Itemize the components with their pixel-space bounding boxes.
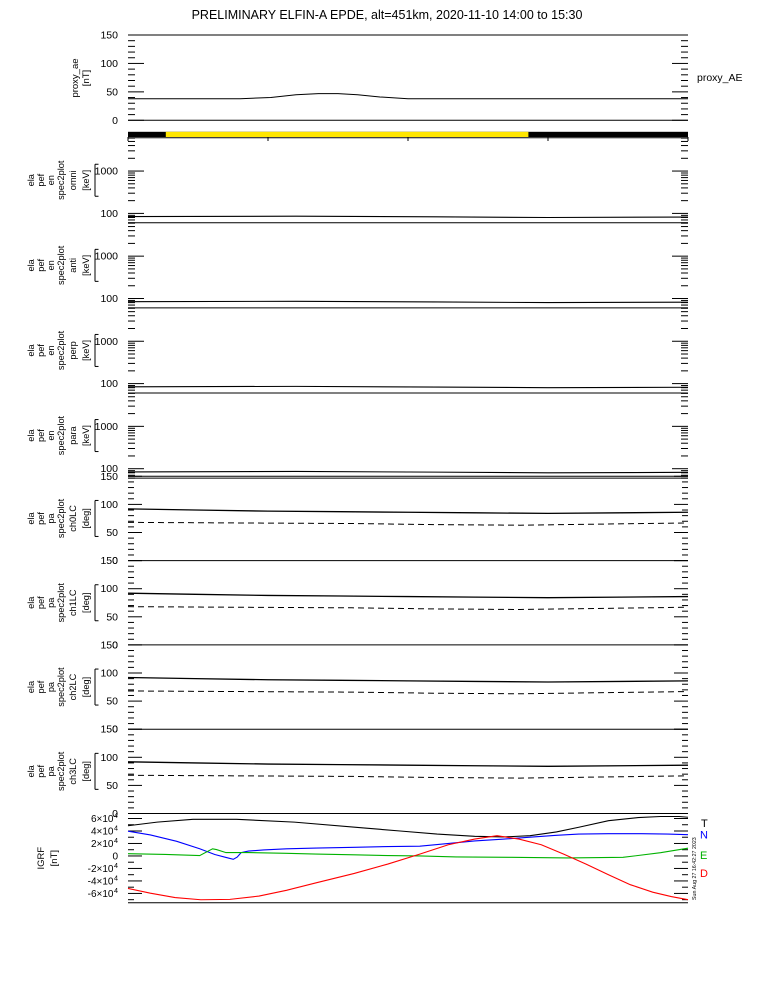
svg-text:[deg]: [deg]: [81, 761, 91, 781]
svg-text:50: 50: [106, 527, 118, 539]
svg-text:1000: 1000: [95, 251, 119, 263]
svg-text:[nT]: [nT]: [81, 70, 92, 86]
svg-text:pa: pa: [46, 765, 56, 776]
svg-text:50: 50: [106, 611, 118, 623]
svg-text:100: 100: [100, 499, 118, 511]
svg-text:pa: pa: [46, 681, 56, 692]
svg-text:100: 100: [100, 208, 118, 220]
svg-text:1000: 1000: [95, 421, 119, 433]
svg-text:en: en: [46, 345, 56, 355]
svg-text:1000: 1000: [95, 336, 119, 348]
svg-text:ch1LC: ch1LC: [68, 589, 78, 616]
svg-text:pef: pef: [36, 344, 46, 357]
svg-text:Sun Aug 27 16:42:27 2023: Sun Aug 27 16:42:27 2023: [692, 837, 698, 900]
svg-text:100: 100: [100, 293, 118, 305]
svg-text:spec2plot: spec2plot: [56, 498, 66, 538]
svg-text:[deg]: [deg]: [81, 593, 91, 613]
svg-text:[keV]: [keV]: [81, 255, 91, 276]
svg-text:ch2LC: ch2LC: [68, 673, 78, 700]
svg-text:100: 100: [100, 752, 118, 764]
svg-text:D: D: [700, 868, 708, 880]
svg-text:omni: omni: [68, 170, 78, 190]
svg-text:[keV]: [keV]: [81, 170, 91, 191]
svg-text:spec2plot: spec2plot: [56, 330, 66, 370]
svg-text:spec2plot: spec2plot: [56, 667, 66, 707]
svg-text:pa: pa: [46, 597, 56, 608]
svg-text:150: 150: [100, 471, 118, 483]
svg-text:ela: ela: [26, 429, 36, 442]
svg-text:ela: ela: [26, 258, 36, 271]
svg-text:[nT]: [nT]: [49, 850, 60, 866]
svg-text:anti: anti: [68, 258, 78, 273]
svg-text:N: N: [700, 830, 708, 842]
svg-text:pef: pef: [36, 765, 46, 778]
svg-text:ela: ela: [26, 343, 36, 356]
svg-text:PRELIMINARY ELFIN-A EPDE, alt=: PRELIMINARY ELFIN-A EPDE, alt=451km, 202…: [192, 8, 583, 22]
svg-text:100: 100: [100, 58, 118, 70]
svg-text:pef: pef: [36, 173, 46, 186]
svg-text:-6×104: -6×104: [88, 886, 118, 900]
svg-text:ela: ela: [26, 511, 36, 524]
svg-text:spec2plot: spec2plot: [56, 751, 66, 791]
svg-text:pa: pa: [46, 512, 56, 523]
svg-text:ela: ela: [26, 764, 36, 777]
svg-text:150: 150: [100, 639, 118, 651]
svg-text:150: 150: [100, 555, 118, 567]
svg-text:50: 50: [106, 780, 118, 792]
svg-text:IGRF: IGRF: [36, 847, 47, 870]
svg-text:T: T: [701, 818, 708, 830]
svg-text:E: E: [700, 850, 707, 862]
svg-text:ela: ela: [26, 596, 36, 609]
svg-text:ela: ela: [26, 680, 36, 693]
svg-text:pef: pef: [36, 512, 46, 525]
svg-text:[keV]: [keV]: [81, 340, 91, 361]
svg-text:en: en: [46, 260, 56, 270]
svg-text:perp: perp: [68, 341, 78, 359]
svg-text:en: en: [46, 430, 56, 440]
svg-text:150: 150: [100, 30, 118, 42]
svg-text:pef: pef: [36, 429, 46, 442]
svg-text:ch3LC: ch3LC: [68, 758, 78, 785]
svg-text:en: en: [46, 175, 56, 185]
svg-text:100: 100: [100, 668, 118, 680]
svg-text:[deg]: [deg]: [81, 677, 91, 697]
svg-text:proxy_ae: proxy_ae: [70, 58, 81, 97]
svg-text:pef: pef: [36, 596, 46, 609]
svg-text:50: 50: [106, 86, 118, 98]
svg-text:pef: pef: [36, 259, 46, 272]
svg-text:para: para: [68, 425, 78, 444]
svg-text:ela: ela: [26, 173, 36, 186]
svg-text:0: 0: [112, 115, 118, 127]
svg-text:ch0LC: ch0LC: [68, 505, 78, 532]
svg-text:1000: 1000: [95, 166, 119, 178]
svg-text:100: 100: [100, 583, 118, 595]
svg-text:spec2plot: spec2plot: [56, 160, 66, 200]
svg-text:spec2plot: spec2plot: [56, 583, 66, 623]
svg-text:[keV]: [keV]: [81, 425, 91, 446]
svg-text:50: 50: [106, 696, 118, 708]
svg-text:[deg]: [deg]: [81, 508, 91, 528]
svg-text:spec2plot: spec2plot: [56, 415, 66, 455]
svg-text:spec2plot: spec2plot: [56, 245, 66, 285]
svg-text:150: 150: [100, 724, 118, 736]
svg-text:100: 100: [100, 378, 118, 390]
svg-text:pef: pef: [36, 680, 46, 693]
svg-text:proxy_AE: proxy_AE: [697, 72, 743, 84]
